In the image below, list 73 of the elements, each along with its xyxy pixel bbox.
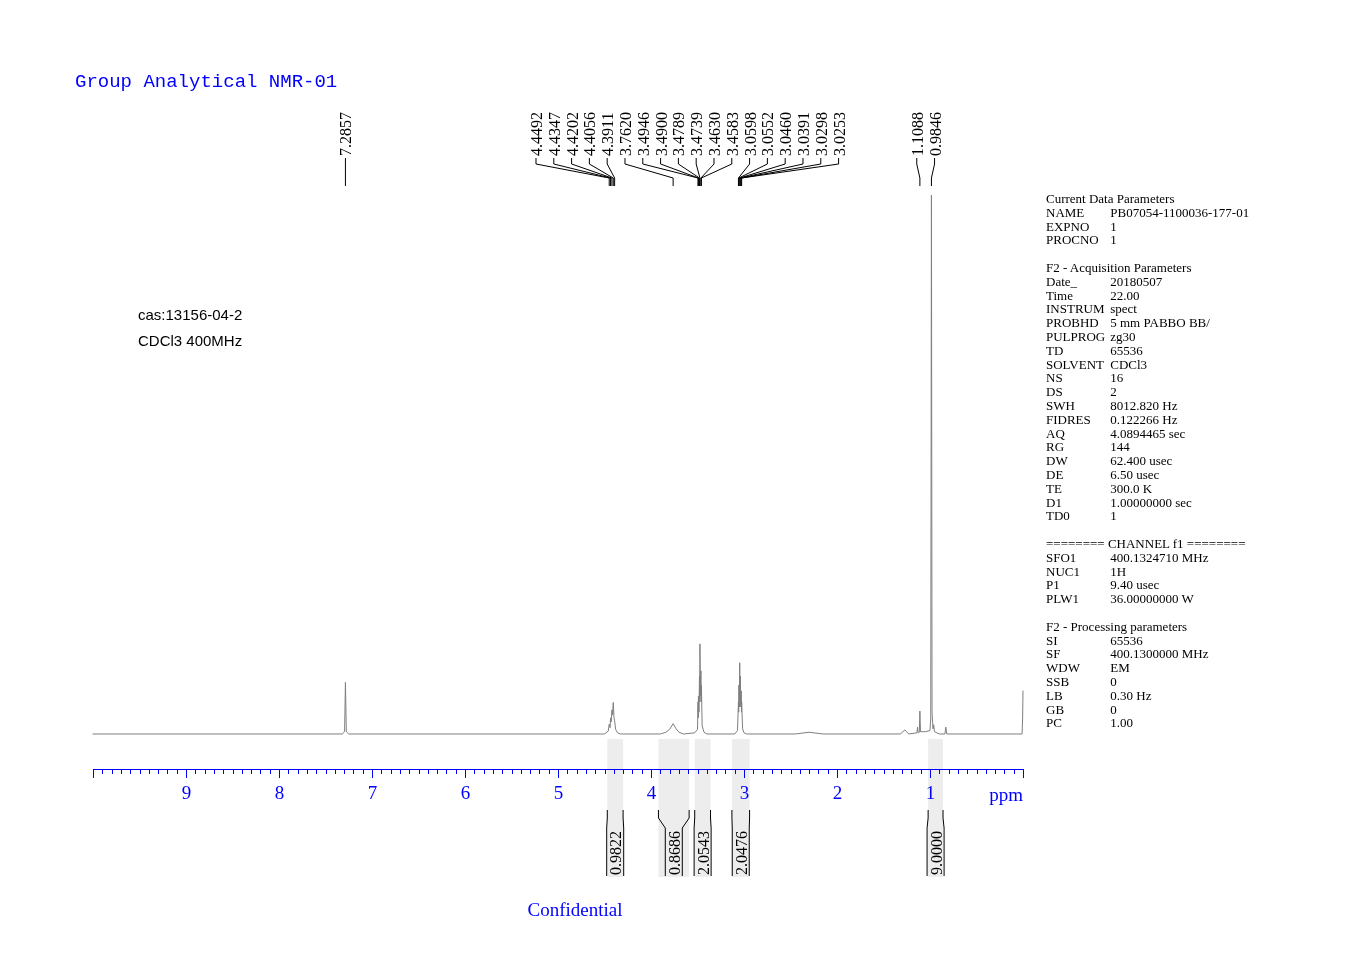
text: 3.4583 [723, 112, 741, 156]
text: Current Data Parameters [1046, 191, 1175, 206]
text: PLW1 36.00000000 W [1046, 591, 1194, 607]
text: DW 62.400 usec [1046, 453, 1173, 469]
text: 4.4202 [563, 112, 581, 156]
chart-title: Group Analytical NMR-01 [75, 71, 338, 93]
text: 4.4347 [545, 112, 563, 156]
x-tick-label: 8 [274, 782, 285, 804]
text: F2 - Processing parameters [1046, 618, 1188, 634]
text: Time 22.00 [1046, 287, 1140, 303]
x-axis-title: ppm [989, 784, 1024, 805]
text: 3.0253 [830, 112, 848, 156]
text: EXPNO 1 [1046, 218, 1117, 234]
text: 7.2857 [336, 112, 354, 156]
text: 3.4789 [669, 112, 687, 156]
band-label: 2.0543 [694, 831, 712, 875]
text: PROBHD 5 mm PABBO BB/ [1046, 315, 1211, 331]
text: P1 9.40 usec [1046, 577, 1160, 593]
x-tick-label: 7 [367, 782, 378, 804]
text: TD0 1 [1046, 508, 1117, 524]
text: 1.1088 [908, 112, 926, 156]
text: FIDRES 0.122266 Hz [1046, 411, 1178, 427]
band-label: 9.0000 [927, 831, 945, 875]
text: 4.4056 [580, 112, 598, 156]
text: WDW EM [1046, 660, 1130, 676]
x-tick-label: 6 [460, 782, 471, 804]
text: TE 300.0 K [1046, 480, 1153, 496]
text: INSTRUM spect [1046, 301, 1138, 317]
text: NAME PB07054-1100036-177-01 [1046, 204, 1250, 220]
text: RG 144 [1046, 439, 1130, 455]
text: 4.4492 [527, 112, 545, 156]
text: PULPROG zg30 [1046, 329, 1136, 344]
band-label: 0.9822 [606, 831, 624, 875]
text: 3.0298 [812, 112, 830, 156]
text: 4.3911 [598, 112, 616, 156]
text: 3.0391 [794, 112, 812, 156]
x-tick-label: 1 [925, 782, 936, 804]
band-label: 0.8686 [665, 831, 683, 875]
text: SWH 8012.820 Hz [1046, 398, 1178, 413]
text: NUC1 1H [1046, 563, 1127, 579]
text: DE 6.50 usec [1046, 467, 1160, 482]
text: PROCNO 1 [1046, 232, 1117, 248]
annotation: cas:13156-04-2 [138, 306, 243, 323]
text: SF 400.1300000 MHz [1046, 646, 1209, 662]
text: 3.7620 [616, 112, 634, 156]
x-tick-label: 2 [832, 782, 843, 804]
text: 3.4946 [634, 112, 652, 156]
text: 0.9846 [926, 112, 944, 156]
text: ======== CHANNEL f1 ======== [1046, 536, 1246, 551]
annotation: CDCl3 400MHz [138, 332, 243, 349]
text: F2 - Acquisition Parameters [1046, 260, 1192, 275]
x-tick-label: 3 [739, 782, 750, 804]
text: 3.4739 [687, 112, 705, 156]
text: GB 0 [1046, 701, 1117, 717]
x-tick-label: 9 [181, 782, 192, 804]
text: NS 16 [1046, 370, 1124, 386]
text: PC 1.00 [1046, 715, 1133, 731]
text: D1 1.00000000 sec [1046, 494, 1192, 510]
text: 3.0552 [758, 112, 776, 156]
text: SOLVENT CDCl3 [1046, 356, 1148, 372]
text: 3.4900 [652, 112, 670, 156]
text: 3.0598 [741, 112, 759, 156]
text: AQ 4.0894465 sec [1046, 425, 1186, 441]
band-label: 2.0476 [732, 831, 750, 875]
text: SSB 0 [1046, 674, 1117, 689]
text: 3.0460 [776, 112, 794, 156]
text: Confidential [527, 899, 623, 920]
text: LB 0.30 Hz [1046, 687, 1152, 703]
text: DS 2 [1046, 384, 1117, 400]
text: SFO1 400.1324710 MHz [1046, 549, 1209, 565]
text: 3.4630 [705, 112, 723, 156]
x-tick-label: 5 [553, 782, 564, 804]
x-tick-label: 4 [646, 782, 657, 804]
